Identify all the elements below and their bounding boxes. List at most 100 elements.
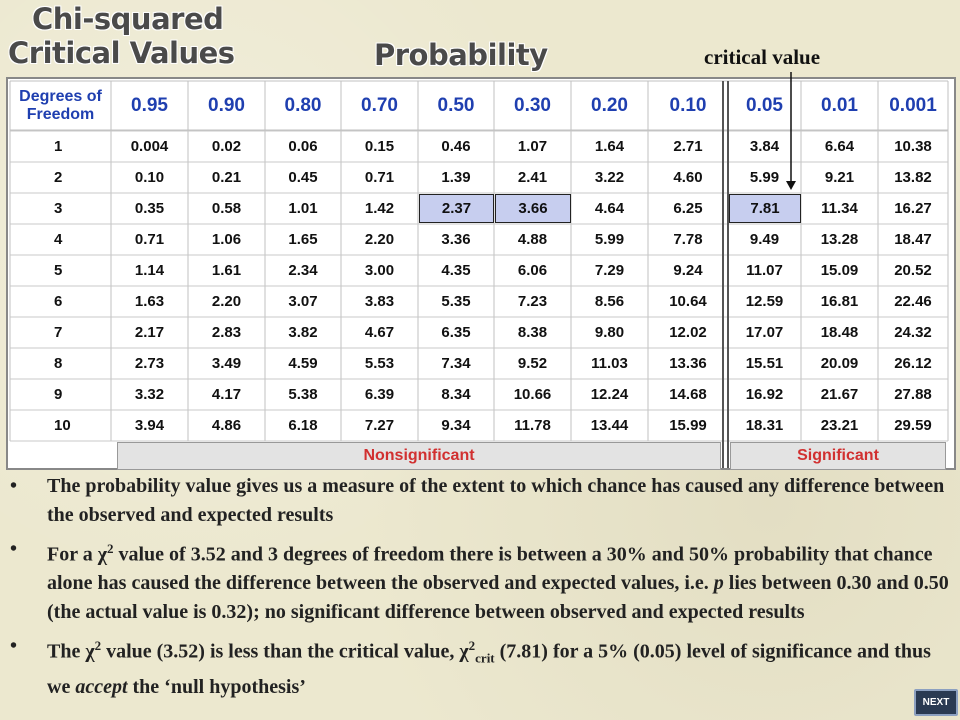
value-cell: 15.09: [820, 262, 859, 279]
bullet-text: The probability value gives us a measure…: [47, 472, 950, 529]
bullet-text-part: χ: [97, 543, 107, 566]
bullet-text-part: crit: [475, 650, 495, 666]
value-cell: 1.65: [288, 231, 318, 248]
value-cell: 13.28: [820, 231, 859, 248]
value-cell: 7.29: [594, 262, 625, 279]
value-cell: 8.56: [594, 293, 625, 310]
value-cell: 26.12: [894, 355, 932, 372]
value-cell: 5.99: [749, 169, 780, 186]
value-cell: 1.61: [211, 262, 242, 279]
value-cell: 0.35: [134, 200, 165, 217]
value-cell: 1.07: [517, 138, 548, 155]
value-cell: 0.02: [211, 138, 242, 155]
value-cell: 13.82: [894, 169, 932, 186]
value-cell: 3.00: [364, 262, 395, 279]
probability-header: 0.90: [208, 94, 245, 116]
value-cell: 0.06: [288, 138, 318, 155]
df-cell: 3: [54, 200, 63, 217]
value-cell: 18.31: [745, 417, 784, 434]
value-cell: 4.35: [441, 262, 471, 279]
value-cell: 3.84: [749, 138, 780, 155]
bullet-text-part: χ: [85, 640, 95, 663]
value-cell: 6.39: [364, 386, 395, 403]
value-cell: 7.27: [364, 417, 395, 434]
value-cell: 11.34: [821, 200, 858, 217]
probability-header: 0.10: [669, 94, 707, 116]
df-cell: 10: [54, 417, 71, 434]
value-cell: 6.25: [673, 200, 703, 217]
value-cell: 9.49: [749, 231, 780, 248]
value-cell: 8.34: [441, 386, 471, 403]
value-cell: 11.07: [746, 262, 783, 279]
value-cell: 9.80: [594, 324, 625, 341]
bullet-text-part: 2: [468, 638, 476, 654]
value-cell: 2.34: [288, 262, 318, 279]
value-cell: 27.88: [894, 386, 932, 403]
value-cell: 3.36: [441, 231, 471, 248]
bullet-text-part: lies between 0.30 and 0.50 (the actual v…: [47, 572, 949, 623]
bullet-text-part: the ‘null hypothesis’: [127, 676, 306, 699]
critical-value-label: critical value: [704, 45, 821, 69]
value-cell: 24.32: [894, 324, 932, 341]
probability-header: 0.70: [361, 94, 398, 116]
value-cell: 11.03: [591, 355, 628, 372]
value-cell: 15.99: [669, 417, 707, 434]
value-cell: 0.58: [211, 200, 242, 217]
value-cell: 4.17: [211, 386, 242, 403]
value-cell: 4.67: [364, 324, 395, 341]
probability-header: 0.001: [889, 94, 937, 116]
value-cell: 5.35: [441, 293, 471, 310]
bullet-text-part: χ: [459, 640, 469, 663]
nonsignificant-band: Nonsignificant: [117, 442, 721, 470]
value-cell: 9.24: [673, 262, 703, 279]
value-cell: 10.38: [894, 138, 932, 155]
value-cell: 20.52: [894, 262, 932, 279]
value-cell: 0.71: [364, 169, 395, 186]
value-cell: 7.23: [517, 293, 548, 310]
df-cell: 1: [54, 138, 63, 155]
probability-header: 0.05: [746, 94, 783, 116]
value-cell: 6.35: [441, 324, 471, 341]
value-cell: 3.49: [211, 355, 242, 372]
value-cell: 4.88: [517, 231, 548, 248]
value-cell: 4.59: [288, 355, 318, 372]
probability-heading: Probability: [374, 38, 548, 72]
value-cell: 8.38: [517, 324, 548, 341]
value-cell: 6.06: [517, 262, 548, 279]
title-line-2: Critical Values: [8, 36, 235, 70]
df-header: Degrees of Freedom: [10, 81, 111, 130]
value-cell: 3.22: [594, 169, 625, 186]
value-cell: 2.20: [364, 231, 395, 248]
bullet-text-part: p: [713, 572, 724, 595]
value-cell: 2.71: [673, 138, 703, 155]
bullet-text-part: 2: [106, 541, 114, 556]
value-cell: 5.53: [364, 355, 395, 372]
df-cell: 4: [54, 231, 63, 248]
value-cell: 5.38: [288, 386, 318, 403]
probability-header: 0.50: [437, 94, 475, 116]
value-cell: 4.60: [673, 169, 703, 186]
value-cell: 22.46: [894, 293, 932, 310]
significant-band: Significant: [730, 442, 946, 470]
probability-header: 0.20: [591, 94, 628, 116]
value-cell: 12.02: [669, 324, 707, 341]
value-cell: 21.67: [820, 386, 859, 403]
value-cell: 15.51: [745, 355, 784, 372]
value-cell: 14.68: [669, 386, 707, 403]
value-cell: 12.59: [745, 293, 784, 310]
bullet-text: For a χ2 value of 3.52 and 3 degrees of …: [47, 535, 950, 626]
value-cell: 7.34: [441, 355, 471, 372]
value-cell: 5.99: [594, 231, 625, 248]
value-cell: 9.21: [824, 169, 855, 186]
value-cell: 3.94: [134, 417, 165, 434]
value-cell: 12.24: [590, 386, 629, 403]
value-cell: 6.64: [824, 138, 855, 155]
value-cell: 9.34: [441, 417, 471, 434]
value-cell: 1.63: [134, 293, 165, 310]
next-button[interactable]: NEXT: [914, 689, 958, 716]
highlighted-value-cell: 3.66: [495, 194, 571, 223]
value-cell: 7.78: [673, 231, 703, 248]
probability-header: 0.01: [821, 94, 858, 116]
value-cell: 16.92: [745, 386, 784, 403]
value-cell: 2.17: [134, 324, 165, 341]
